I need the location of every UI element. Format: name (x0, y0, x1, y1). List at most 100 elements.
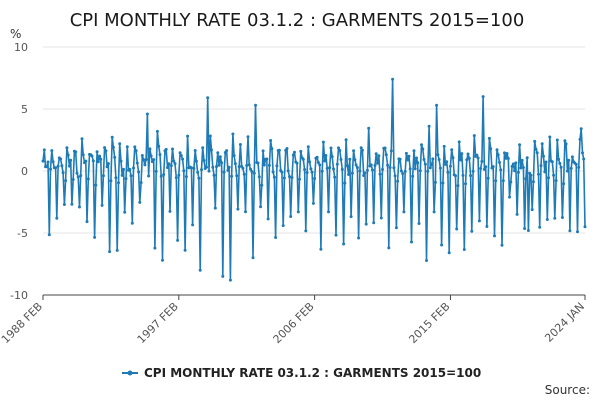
data-point[interactable] (293, 150, 296, 154)
data-point[interactable] (311, 201, 315, 205)
data-point[interactable] (153, 246, 157, 250)
data-point[interactable] (74, 150, 78, 154)
data-point[interactable] (535, 151, 539, 155)
data-point[interactable] (56, 164, 60, 168)
data-point[interactable] (270, 147, 274, 151)
data-point[interactable] (529, 173, 533, 177)
data-point[interactable] (524, 177, 528, 181)
data-point[interactable] (299, 149, 303, 153)
data-point[interactable] (378, 172, 382, 176)
data-point[interactable] (137, 170, 141, 174)
data-point[interactable] (377, 154, 381, 158)
data-point[interactable] (47, 233, 51, 237)
data-point[interactable] (455, 227, 459, 231)
data-point[interactable] (130, 221, 134, 225)
data-point[interactable] (208, 134, 212, 138)
data-point[interactable] (100, 203, 104, 207)
data-point[interactable] (70, 202, 74, 206)
data-point[interactable] (281, 224, 285, 228)
data-point[interactable] (465, 158, 469, 162)
data-point[interactable] (309, 167, 313, 171)
data-point[interactable] (59, 157, 63, 161)
data-point[interactable] (76, 175, 80, 179)
data-point[interactable] (198, 268, 202, 272)
data-point[interactable] (220, 161, 224, 165)
data-point[interactable] (247, 163, 251, 167)
data-point[interactable] (482, 167, 486, 171)
data-point[interactable] (503, 151, 506, 155)
data-point[interactable] (371, 168, 374, 172)
data-point[interactable] (565, 169, 569, 173)
data-point[interactable] (420, 143, 423, 147)
data-point[interactable] (349, 215, 353, 219)
data-point[interactable] (189, 166, 193, 170)
data-point[interactable] (531, 180, 535, 184)
data-point[interactable] (241, 166, 245, 170)
data-point[interactable] (446, 170, 450, 174)
data-point[interactable] (42, 148, 46, 152)
data-point[interactable] (274, 236, 278, 239)
data-point[interactable] (172, 159, 176, 163)
data-point[interactable] (393, 174, 397, 178)
data-point[interactable] (391, 77, 395, 81)
data-point[interactable] (329, 146, 333, 150)
data-point[interactable] (235, 174, 239, 178)
data-point[interactable] (403, 170, 407, 173)
data-point[interactable] (78, 205, 81, 209)
data-point[interactable] (99, 157, 103, 161)
data-point[interactable] (359, 146, 363, 150)
data-point[interactable] (583, 225, 587, 229)
data-point[interactable] (98, 154, 102, 158)
data-point[interactable] (418, 169, 422, 173)
data-point[interactable] (425, 259, 428, 262)
data-point[interactable] (183, 248, 187, 252)
data-point[interactable] (515, 212, 519, 216)
data-point[interactable] (442, 144, 446, 148)
data-point[interactable] (182, 169, 186, 173)
data-point[interactable] (489, 147, 493, 151)
data-point[interactable] (513, 169, 517, 173)
data-point[interactable] (244, 210, 247, 214)
data-point[interactable] (179, 154, 183, 158)
data-point[interactable] (550, 160, 554, 164)
data-point[interactable] (417, 222, 421, 225)
data-point[interactable] (90, 154, 94, 158)
data-point[interactable] (387, 246, 391, 250)
data-point[interactable] (407, 154, 411, 158)
data-point[interactable] (111, 145, 115, 149)
data-point[interactable] (108, 250, 112, 254)
data-point[interactable] (440, 243, 444, 247)
data-point[interactable] (262, 163, 266, 167)
data-point[interactable] (93, 235, 97, 239)
data-point[interactable] (504, 156, 508, 160)
data-point[interactable] (493, 234, 496, 238)
data-point[interactable] (265, 157, 269, 161)
data-point[interactable] (523, 227, 527, 230)
data-point[interactable] (222, 170, 226, 174)
data-point[interactable] (213, 206, 217, 210)
data-point[interactable] (510, 164, 514, 168)
data-point[interactable] (230, 174, 234, 178)
data-point[interactable] (379, 216, 383, 220)
data-point[interactable] (545, 218, 549, 221)
data-point[interactable] (295, 161, 299, 165)
data-point[interactable] (260, 183, 264, 187)
data-point[interactable] (320, 169, 324, 173)
data-point[interactable] (176, 238, 180, 242)
data-point[interactable] (122, 167, 125, 171)
data-point[interactable] (357, 236, 361, 240)
data-point[interactable] (406, 158, 410, 162)
data-point[interactable] (158, 153, 162, 157)
data-point[interactable] (369, 163, 373, 167)
data-point[interactable] (325, 166, 329, 170)
data-point[interactable] (340, 167, 344, 171)
data-point[interactable] (498, 160, 501, 164)
data-point[interactable] (581, 151, 584, 155)
data-point[interactable] (227, 165, 231, 169)
data-point[interactable] (352, 149, 356, 153)
data-point[interactable] (94, 183, 98, 187)
data-point[interactable] (518, 143, 522, 147)
data-point[interactable] (367, 126, 371, 130)
data-point[interactable] (402, 210, 406, 214)
data-point[interactable] (117, 181, 120, 185)
